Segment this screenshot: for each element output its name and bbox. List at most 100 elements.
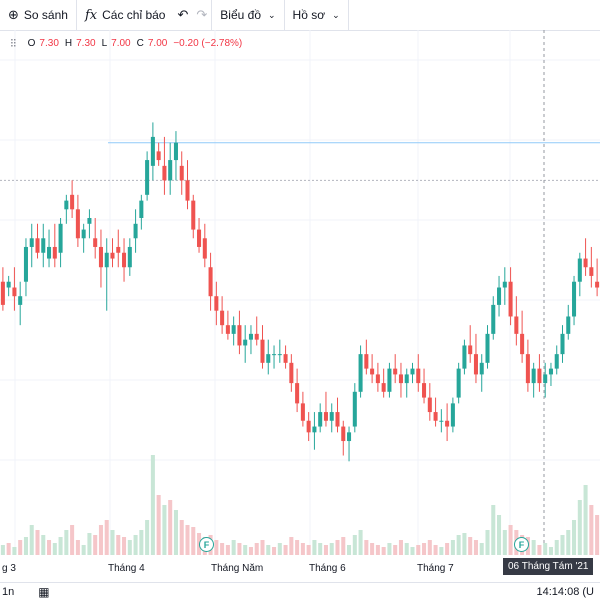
candle-body — [110, 252, 115, 259]
chevron-down-icon: ⌄ — [268, 9, 276, 20]
candle-body — [479, 362, 484, 375]
volume-bar — [352, 535, 357, 555]
candle-body — [162, 165, 167, 181]
x-axis-label: Tháng Năm — [211, 563, 263, 574]
calendar-icon[interactable]: ▦ — [38, 585, 50, 599]
candle-body — [58, 223, 63, 253]
volume-bar — [329, 543, 334, 555]
volume-bar — [306, 545, 311, 555]
candle-body — [173, 142, 178, 161]
candle-body — [191, 200, 196, 230]
volume-bar — [179, 520, 184, 555]
candle-body — [560, 333, 565, 355]
clock-time: 14:14:08 (U — [536, 586, 594, 598]
volume-bar — [491, 505, 496, 555]
volume-bar — [381, 547, 386, 555]
indicators-button[interactable]: fx Các chỉ báo — [77, 0, 174, 30]
candle-body — [422, 383, 427, 398]
open-value: 7.30 — [39, 37, 59, 49]
volume-bar — [47, 540, 52, 555]
volume-bar — [577, 500, 582, 555]
volume-bar — [122, 537, 127, 555]
volume-bar — [75, 540, 80, 555]
open-key: O — [27, 37, 36, 49]
redo-button[interactable]: ↷ — [192, 0, 211, 30]
toolbar-divider — [347, 0, 349, 30]
volume-bar — [127, 540, 132, 555]
candle-body — [12, 287, 17, 297]
chevron-down-icon: ⌄ — [332, 9, 340, 20]
candle-body — [358, 354, 363, 392]
candle-body — [583, 258, 588, 268]
volume-bar — [173, 510, 178, 555]
volume-bar — [502, 530, 507, 555]
event-marker[interactable]: F — [514, 537, 529, 552]
volume-bar — [462, 533, 467, 555]
candle-body — [0, 281, 5, 305]
volume-bar — [543, 543, 548, 555]
event-marker[interactable]: F — [199, 537, 214, 552]
candle-body — [237, 325, 242, 346]
volume-bar — [566, 530, 571, 555]
x-axis-label: g 3 — [2, 563, 16, 574]
candle-body — [272, 354, 277, 356]
candle-body — [116, 246, 121, 253]
candle-body — [572, 281, 577, 317]
candle-body — [404, 374, 409, 384]
candle-body — [531, 368, 536, 384]
candle-body — [335, 412, 340, 427]
volume-bar — [168, 500, 173, 555]
volume-bar — [23, 537, 28, 555]
candle-body — [208, 267, 213, 297]
volume-bar — [295, 540, 300, 555]
candle-body — [352, 391, 357, 427]
volume-bar — [537, 545, 542, 555]
profile-label: Hồ sơ — [292, 8, 326, 22]
candle-body — [225, 325, 230, 334]
volume-bar — [335, 540, 340, 555]
candle-body — [468, 345, 473, 355]
candle-body — [254, 333, 259, 340]
interval-button[interactable]: 1n — [2, 586, 15, 598]
volume-bar — [93, 535, 98, 555]
undo-button[interactable]: ↶ — [173, 0, 192, 30]
chart-type-button[interactable]: Biểu đồ ⌄ — [212, 0, 283, 30]
compare-button[interactable]: ⊕ So sánh — [0, 0, 76, 30]
candle-body — [502, 281, 507, 288]
price-chart[interactable]: g 3 Tháng 4 Tháng Năm Tháng 6 Tháng 7 — [0, 30, 600, 582]
x-axis-label: Tháng 7 — [417, 563, 454, 574]
candle-body — [416, 368, 421, 384]
volume-bar — [58, 537, 63, 555]
candle-body — [577, 258, 582, 282]
volume-bar — [214, 540, 219, 555]
high-key: H — [64, 37, 73, 49]
candle-body — [127, 246, 132, 268]
indicators-label: Các chỉ báo — [102, 8, 166, 22]
volume-bar — [52, 543, 57, 555]
legend-menu-icon[interactable]: ⁝⁝ — [10, 36, 17, 50]
volume-bar — [370, 543, 375, 555]
candle-body — [133, 223, 138, 239]
candle-body — [473, 354, 478, 375]
candle-body — [243, 339, 248, 346]
candle-body — [306, 420, 311, 433]
candle-body — [35, 238, 40, 253]
candle-body — [381, 383, 386, 392]
candle-body — [185, 180, 190, 201]
candle-body — [398, 374, 403, 384]
candle-body — [410, 368, 415, 375]
candle-body — [491, 304, 496, 334]
profile-button[interactable]: Hồ sơ ⌄ — [285, 0, 348, 30]
volume-bar — [272, 547, 277, 555]
candle-body — [370, 368, 375, 375]
close-key: C — [136, 37, 144, 49]
high-value: 7.30 — [76, 37, 96, 49]
candle-body — [595, 281, 600, 288]
volume-bar — [473, 540, 478, 555]
volume-bar — [266, 545, 271, 555]
candle-body — [289, 362, 294, 384]
volume-bar — [312, 540, 317, 555]
bottom-bar: 1n ▦ 14:14:08 (U — [0, 582, 600, 601]
candle-body — [439, 420, 444, 422]
candle-body — [23, 246, 28, 282]
